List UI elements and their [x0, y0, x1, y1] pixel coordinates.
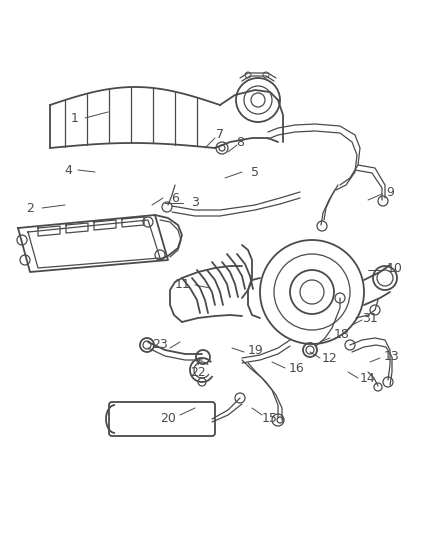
Text: 2: 2	[26, 201, 34, 214]
Text: 19: 19	[248, 343, 264, 357]
Text: 1: 1	[71, 111, 79, 125]
Text: 5: 5	[251, 166, 259, 179]
Text: 9: 9	[386, 185, 394, 198]
Text: 22: 22	[190, 367, 206, 379]
Text: 14: 14	[360, 372, 376, 384]
Text: 10: 10	[387, 262, 403, 274]
Text: 7: 7	[216, 128, 224, 141]
Text: 31: 31	[362, 311, 378, 325]
Text: 18: 18	[334, 328, 350, 342]
Text: 12: 12	[322, 351, 338, 365]
Text: 4: 4	[64, 164, 72, 176]
Text: 3: 3	[191, 197, 199, 209]
Text: 20: 20	[160, 411, 176, 424]
Text: 23: 23	[152, 338, 168, 351]
Text: 8: 8	[236, 136, 244, 149]
Text: 13: 13	[384, 350, 400, 362]
Text: 15: 15	[262, 411, 278, 424]
Text: 6: 6	[171, 191, 179, 205]
Text: 11: 11	[175, 279, 191, 292]
Text: 16: 16	[289, 361, 305, 375]
